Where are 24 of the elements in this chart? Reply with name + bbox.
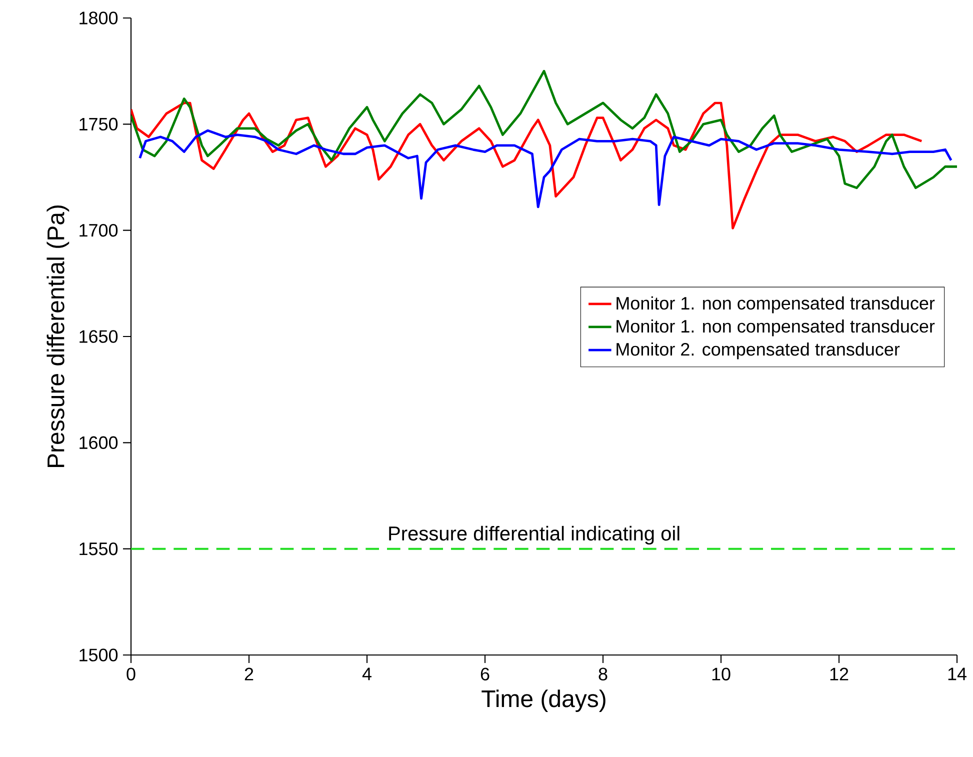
x-axis-title: Time (days) xyxy=(482,690,606,712)
y-tick-label: 1700 xyxy=(80,224,118,237)
x-tick-label: 12 xyxy=(830,668,848,680)
x-tick-label: 8 xyxy=(598,668,608,680)
legend-label: Monitor 1. non compensated transducer xyxy=(616,296,935,314)
ref-line-label: Pressure differential indicating oil xyxy=(389,526,680,545)
line-series xyxy=(131,70,958,190)
y-tick-label: 1800 xyxy=(80,12,118,24)
line-series xyxy=(131,102,923,230)
y-tick-label: 1550 xyxy=(80,542,118,556)
legend-label: Monitor 2. compensated transducer xyxy=(616,342,900,360)
line-series xyxy=(138,129,952,208)
x-tick-label: 0 xyxy=(126,668,136,680)
x-tick-label: 6 xyxy=(480,668,490,680)
legend-label: Monitor 1. non compensated transducer xyxy=(616,319,935,336)
y-axis-title: Pressure differential (Pa) xyxy=(46,206,70,468)
x-tick-label: 14 xyxy=(948,668,966,680)
x-tick-label: 10 xyxy=(712,668,730,680)
y-tick-label: 1600 xyxy=(80,436,118,450)
x-tick-label: 2 xyxy=(244,668,254,680)
y-tick-label: 1500 xyxy=(80,648,118,662)
y-tick-label: 1650 xyxy=(80,330,118,343)
x-tick-label: 4 xyxy=(362,668,372,680)
y-tick-label: 1750 xyxy=(80,118,118,131)
